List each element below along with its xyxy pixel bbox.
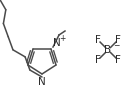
Text: N: N: [38, 77, 46, 87]
Text: F: F: [115, 55, 121, 65]
Text: B: B: [104, 45, 112, 55]
Text: +: +: [59, 34, 65, 43]
Text: −: −: [113, 42, 119, 50]
Text: F: F: [115, 35, 121, 45]
Text: F: F: [95, 35, 101, 45]
Text: F: F: [95, 55, 101, 65]
Text: N: N: [53, 38, 61, 48]
